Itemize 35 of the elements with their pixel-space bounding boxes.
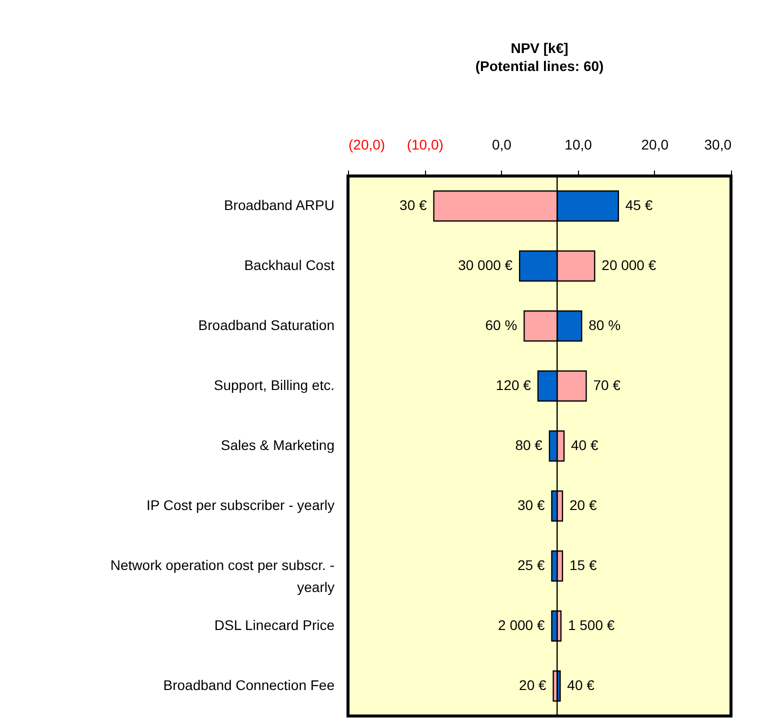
annotation: 30 € [400, 197, 428, 213]
chart-subtitle: (Potential lines: 60) [475, 58, 604, 74]
x-tick-label: 20,0 [641, 136, 669, 152]
annotation: 20 € [569, 497, 597, 513]
x-tick-label: 0,0 [492, 136, 512, 152]
y-tick-label: Network operation cost per subscr. - yearly [110, 557, 335, 595]
x-tick-label: (10,0) [406, 136, 444, 152]
x-tick-label: 10,0 [564, 136, 592, 152]
chart-title: NPV [k€] [510, 40, 568, 56]
y-tick-label: DSL Linecard Price [214, 617, 335, 633]
annotation: 40 € [567, 677, 595, 693]
annotation: 40 € [571, 437, 598, 453]
annotation: 20 000 € [602, 257, 656, 273]
y-tick-label: Support, Billing etc. [214, 377, 334, 393]
annotation: 25 € [518, 557, 545, 573]
y-tick-label: Backhaul Cost [244, 257, 335, 273]
annotation: 45 € [625, 197, 653, 213]
annotation: 60 % [485, 317, 518, 333]
y-tick-label: Sales & Marketing [220, 437, 334, 453]
annotation: 30 000 € [458, 257, 513, 273]
annotation: 70 € [593, 377, 621, 393]
annotation: 20 € [519, 677, 546, 693]
x-tick-label: (20,0) [348, 136, 386, 152]
annotation: 15 € [569, 557, 597, 573]
annotation: 80 % [588, 317, 621, 333]
annotation: 2 000 € [498, 617, 545, 633]
x-tick-label: 30,0 [704, 136, 732, 152]
annotation: 30 € [518, 497, 545, 513]
y-tick-label: Broadband ARPU [224, 197, 334, 213]
y-tick-label: Broadband Saturation [198, 317, 334, 333]
annotation: 80 € [515, 437, 543, 453]
annotation: 1 500 € [568, 617, 615, 633]
annotation: 120 € [496, 377, 532, 393]
y-tick-label: IP Cost per subscriber - yearly [146, 497, 334, 513]
y-tick-label: Broadband Connection Fee [163, 677, 335, 693]
